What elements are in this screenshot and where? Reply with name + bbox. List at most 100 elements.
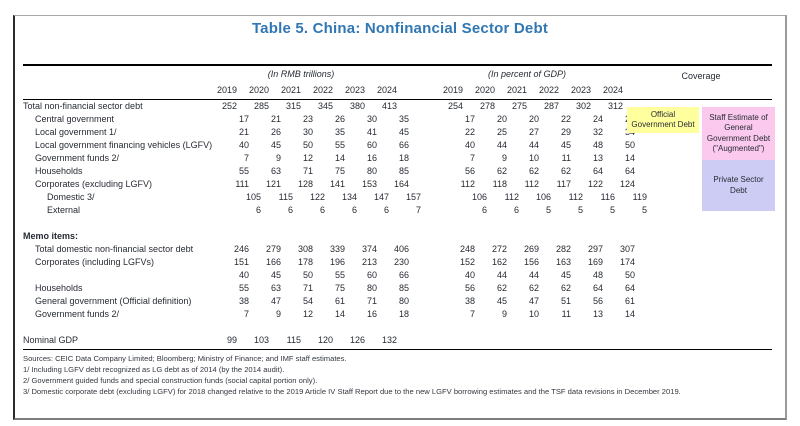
- value-cell: 122: [587, 179, 603, 189]
- value-cell: 64: [624, 166, 635, 176]
- value-cell: 6: [287, 205, 293, 215]
- value-cell: 56: [592, 296, 603, 306]
- value-cell: 16: [366, 309, 377, 319]
- value-cell: 345: [317, 101, 333, 111]
- table-row: Corporates (including LGFVs) 151 166 178 196…: [23, 256, 772, 269]
- value-cell: 9: [275, 309, 281, 319]
- value-cell: 132: [381, 335, 397, 345]
- footnotes: Sources: CEIC Data Company Limited; Bloo…: [23, 353, 775, 397]
- table-row: Nominal GDP 99 103 115 120 126 132: [23, 334, 772, 347]
- value-cell: 44: [528, 270, 539, 280]
- value-cell: 128: [297, 179, 313, 189]
- value-cell: 12: [302, 153, 313, 163]
- value-cell: 63: [270, 283, 281, 293]
- value-cell: 35: [398, 114, 409, 124]
- table-row: External 6 6 6 6 6 7 6 6 5 5 5 5: [23, 204, 772, 217]
- row-label: Households: [35, 283, 83, 293]
- table-row: Households 55 63 71 75 80 85 56 62 62 62 64 64: [23, 165, 772, 178]
- value-cell: 248: [459, 244, 475, 254]
- table-row: Government funds 2/7 9 12 14 16 18 7 9 10 11 13 14: [23, 152, 772, 165]
- value-cell: 5: [545, 205, 551, 215]
- row-label: Households: [35, 166, 83, 176]
- table-row: Total non-financial sector debt 252 285 315…: [23, 100, 772, 113]
- value-cell: 169: [587, 257, 603, 267]
- value-cell: 62: [528, 283, 539, 293]
- value-cell: 117: [556, 179, 571, 189]
- value-cell: 11: [561, 153, 571, 163]
- year-header: 2020: [248, 85, 269, 95]
- coverage-box-private-sector-debt: Private Sector Debt: [702, 160, 775, 211]
- year-header: 2023: [344, 85, 365, 95]
- value-cell: 45: [270, 140, 281, 150]
- bottom-rule: [23, 349, 772, 350]
- value-cell: 80: [366, 166, 377, 176]
- page-border-frame: [13, 15, 787, 420]
- gdp-years: 2019 2020 2021 2022 2023 2024: [431, 83, 623, 97]
- coverage-box-augmented-government-debt: Staff Estimate of General Government Deb…: [702, 107, 775, 160]
- value-cell: 26: [270, 127, 281, 137]
- value-cell: 25: [496, 127, 507, 137]
- value-cell: 44: [528, 140, 539, 150]
- value-cell: 16: [366, 153, 377, 163]
- value-cell: 153: [361, 179, 377, 189]
- table-body: Total non-financial sector debt 252 285 315…: [23, 100, 772, 347]
- value-cell: 166: [265, 257, 281, 267]
- value-cell: 60: [366, 270, 377, 280]
- value-cell: 152: [459, 257, 475, 267]
- value-cell: 141: [329, 179, 345, 189]
- value-cell: 14: [334, 153, 345, 163]
- value-cell: 22: [464, 127, 475, 137]
- value-cell: 47: [528, 296, 539, 306]
- value-cell: 66: [398, 140, 409, 150]
- row-label: General government (Official definition): [35, 296, 192, 306]
- debt-table: (In RMB trillions) (In percent of GDP) 2…: [23, 64, 772, 347]
- value-cell: 312: [607, 101, 623, 111]
- table-row: Domestic 3/105 115 122 134 147 157 106 112 106 11…: [23, 191, 772, 204]
- value-cell: 45: [270, 270, 281, 280]
- value-cell: 307: [619, 244, 635, 254]
- value-cell: 56: [464, 283, 475, 293]
- value-cell: 151: [233, 257, 249, 267]
- value-cell: 62: [560, 283, 571, 293]
- value-cell: 40: [464, 270, 475, 280]
- value-cell: 21: [238, 127, 249, 137]
- value-cell: 47: [270, 296, 281, 306]
- value-cell: 9: [275, 153, 281, 163]
- year-header-row: 2019 2020 2021 2022 2023 2024 2019 2020 2021 202…: [23, 83, 772, 99]
- value-cell: 18: [398, 309, 409, 319]
- value-cell: 44: [496, 140, 507, 150]
- value-cell: 7: [415, 205, 421, 215]
- value-cell: 106: [535, 192, 551, 202]
- year-header: 2022: [312, 85, 333, 95]
- value-cell: 7: [469, 153, 475, 163]
- value-cell: 75: [334, 283, 345, 293]
- value-cell: 99: [226, 335, 237, 345]
- table-row: Corporates (excluding LGFV) 111 121 128 141 1…: [23, 178, 772, 191]
- value-cell: 118: [492, 179, 507, 189]
- value-cell: 279: [265, 244, 281, 254]
- year-header: 2024: [602, 85, 623, 95]
- value-cell: 56: [464, 166, 475, 176]
- year-header: 2022: [538, 85, 559, 95]
- value-cell: 119: [632, 192, 647, 202]
- value-cell: 282: [555, 244, 571, 254]
- value-cell: 156: [523, 257, 539, 267]
- value-cell: 164: [393, 179, 409, 189]
- coverage-column-header: Coverage: [681, 71, 721, 81]
- value-cell: 106: [471, 192, 487, 202]
- value-cell: 278: [479, 101, 495, 111]
- value-cell: 30: [366, 114, 377, 124]
- footnote-2: 2/ Government guided funds and special c…: [23, 376, 318, 385]
- value-cell: 30: [302, 127, 313, 137]
- value-cell: 115: [278, 192, 293, 202]
- value-cell: 55: [334, 270, 345, 280]
- value-cell: 71: [366, 296, 377, 306]
- year-header: 2019: [442, 85, 463, 95]
- table-row: Local government financing vehicles (LGF…: [23, 139, 772, 152]
- value-cell: 54: [302, 296, 313, 306]
- value-cell: 302: [575, 101, 591, 111]
- value-cell: 196: [329, 257, 345, 267]
- value-cell: 62: [496, 166, 507, 176]
- row-label: Total domestic non-financial sector debt: [35, 244, 194, 254]
- value-cell: 269: [523, 244, 539, 254]
